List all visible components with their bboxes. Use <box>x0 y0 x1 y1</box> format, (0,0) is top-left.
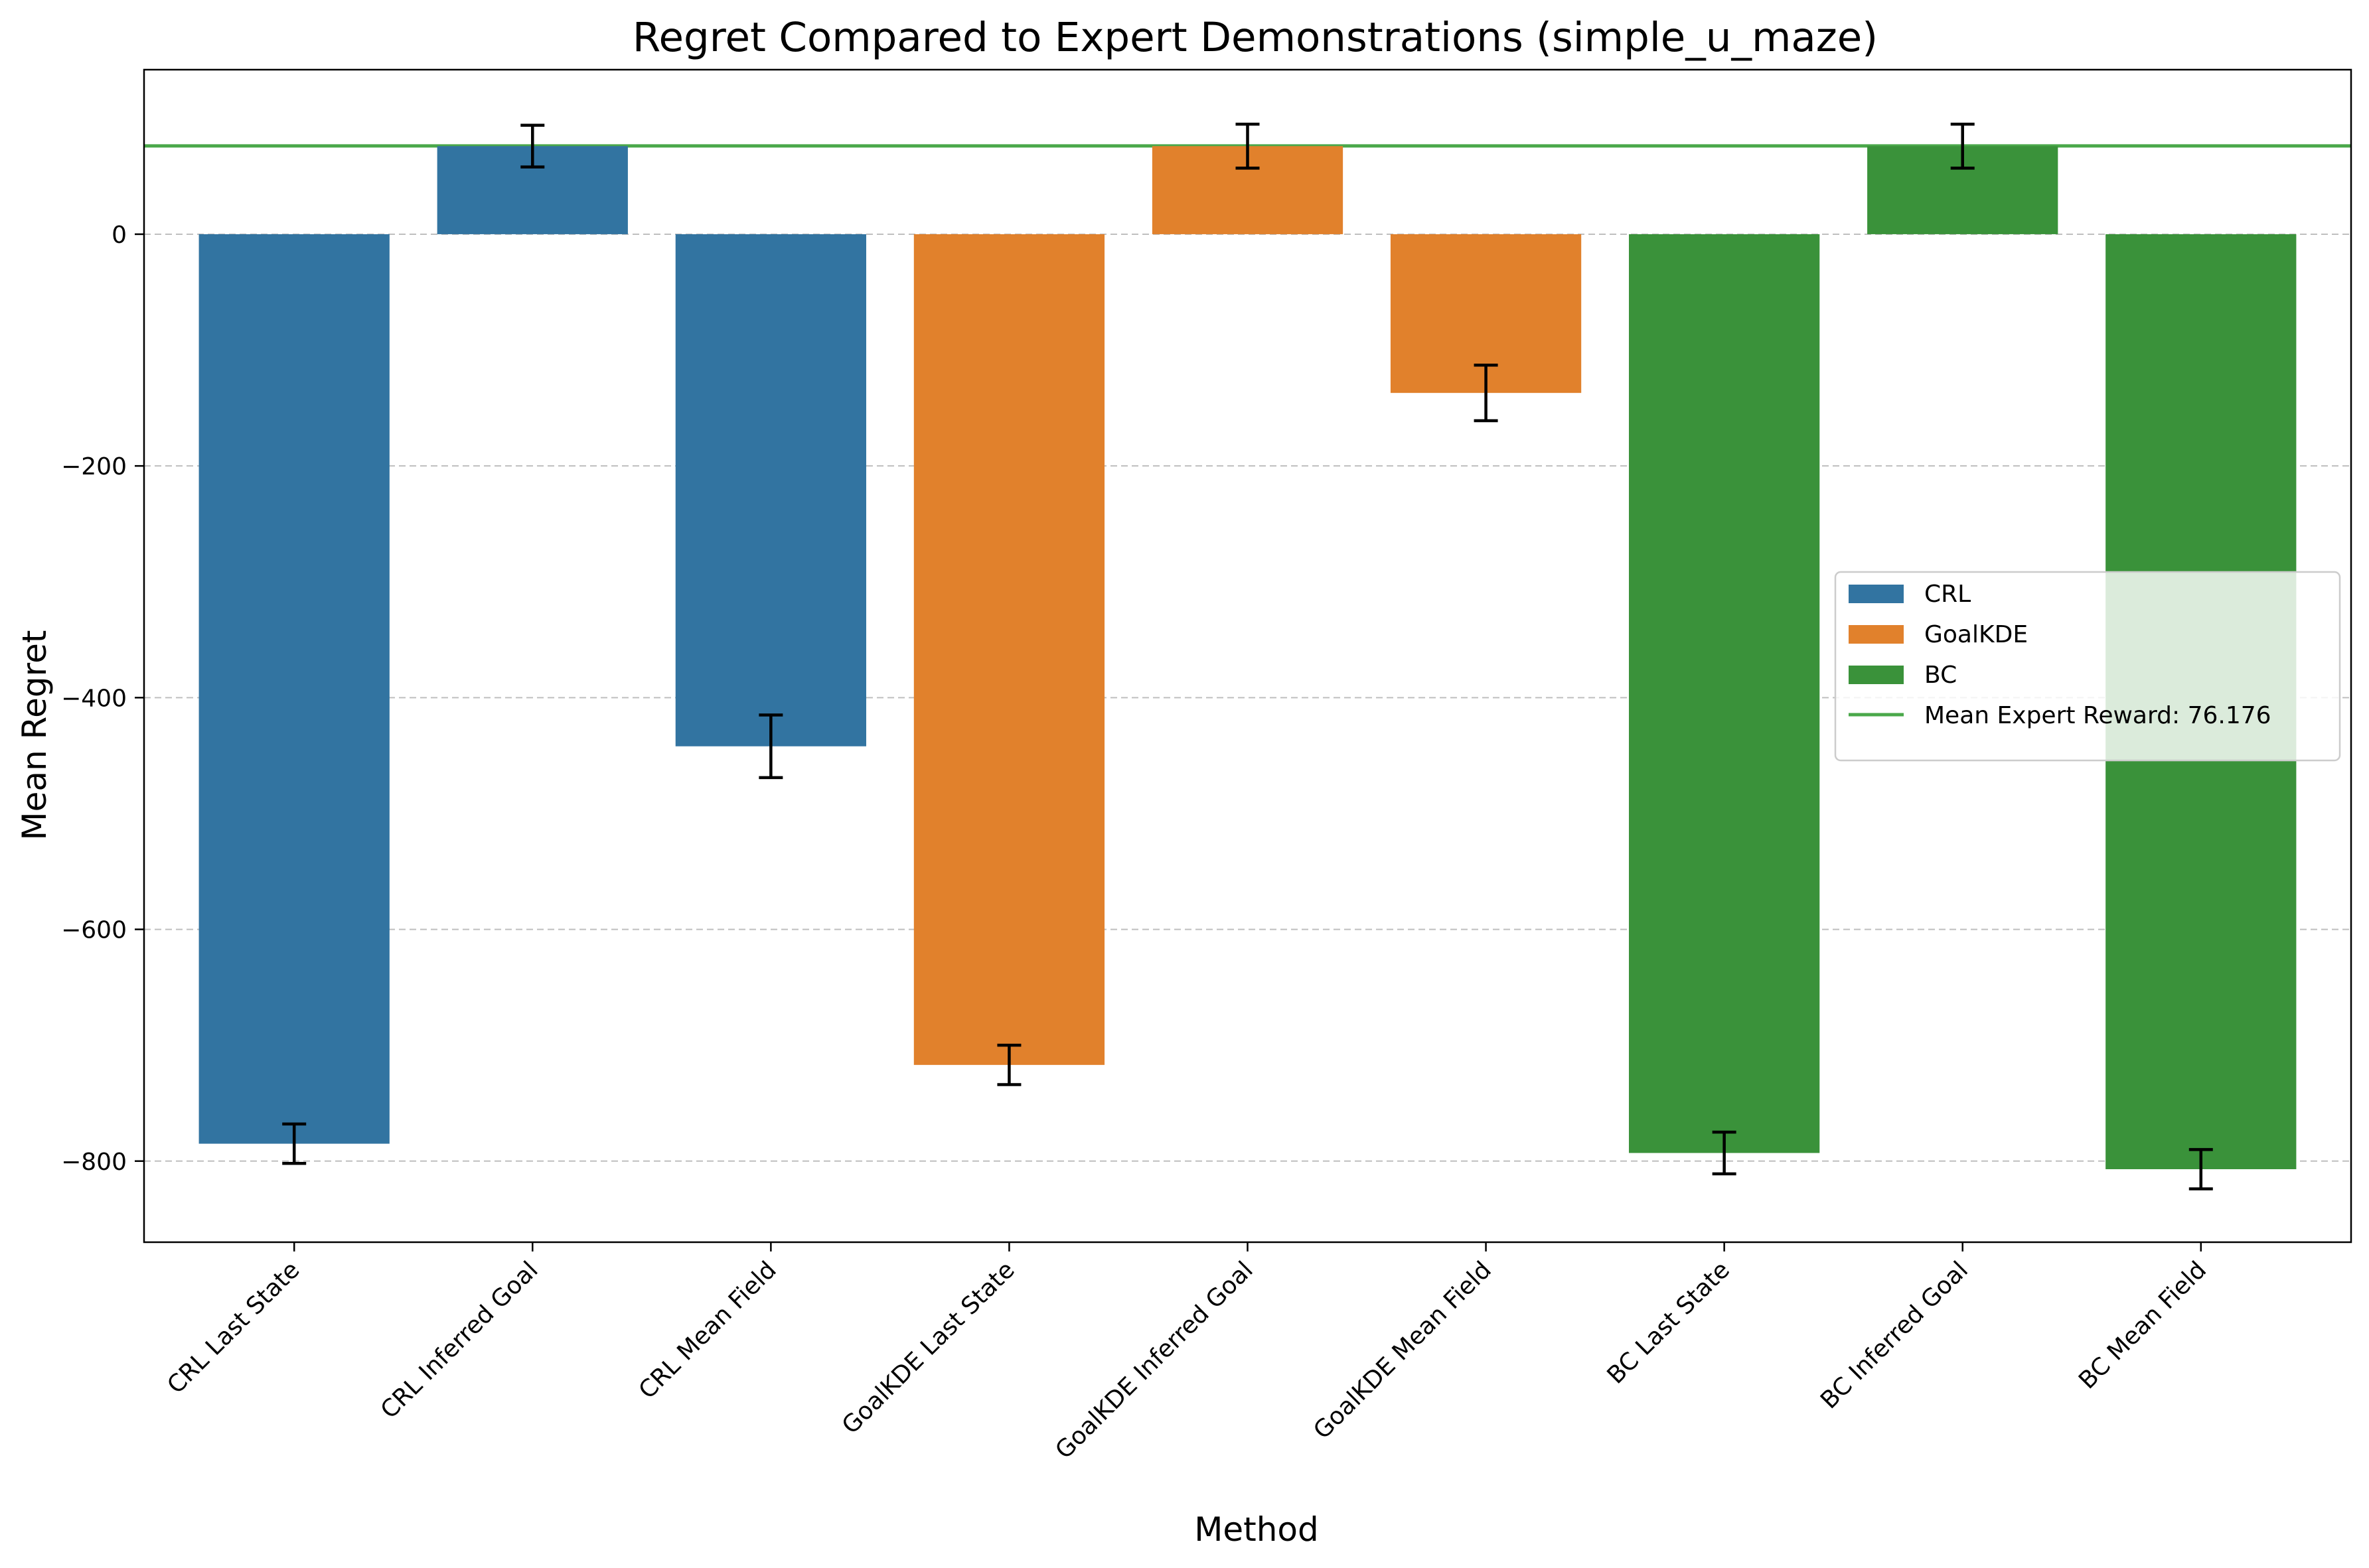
legend-label-goalkde: GoalKDE <box>1924 621 2028 648</box>
x-tick-label: BC Mean Field <box>2074 1256 2212 1394</box>
error-bar-crl-last-state <box>282 1122 307 1165</box>
y-tick-label: −800 <box>61 1149 127 1176</box>
y-axis: 0 −200 −400 −600 −800 <box>61 222 144 1176</box>
error-bar-goalkde-last-state <box>997 1043 1022 1086</box>
error-bar-goalkde-inferred-goal <box>1235 122 1260 170</box>
legend: CRL GoalKDE BC Mean Expert Reward: 76.176 <box>1834 571 2341 762</box>
x-tick-label: GoalKDE Mean Field <box>1308 1256 1497 1445</box>
bar-bc-last-state <box>1629 234 1820 1153</box>
error-bars <box>282 122 2213 1190</box>
x-tick-label: CRL Inferred Goal <box>376 1256 544 1424</box>
x-axis: CRL Last State CRL Inferred Goal CRL Mean … <box>162 1242 2212 1464</box>
x-tick-label: BC Last State <box>1602 1256 1735 1389</box>
legend-label-crl: CRL <box>1924 581 1971 608</box>
legend-swatch-goalkde <box>1849 625 1904 644</box>
x-tick-label: CRL Mean Field <box>634 1256 782 1404</box>
error-bar-bc-inferred-goal <box>1950 122 1975 170</box>
x-tick-label: CRL Last State <box>162 1256 305 1399</box>
legend-box <box>1834 571 2341 762</box>
chart-title: Regret Compared to Expert Demonstrations… <box>633 14 1878 61</box>
error-bar-bc-mean-field <box>2188 1148 2213 1190</box>
error-bar-crl-mean-field <box>759 713 783 780</box>
error-bar-goalkde-mean-field <box>1474 363 1498 423</box>
legend-label-bc: BC <box>1924 662 1957 689</box>
error-bar-crl-inferred-goal <box>520 123 545 169</box>
legend-swatch-crl <box>1849 585 1904 603</box>
legend-label-mean-expert-reward: Mean Expert Reward: 76.176 <box>1924 702 2271 729</box>
bar-goalkde-last-state <box>913 234 1105 1065</box>
y-tick-label: 0 <box>112 222 127 249</box>
bar-crl-mean-field <box>675 234 866 747</box>
error-bar-bc-last-state <box>1712 1130 1736 1176</box>
bars <box>198 146 2297 1169</box>
bar-crl-last-state <box>198 234 390 1144</box>
y-axis-label: Mean Regret <box>15 630 54 841</box>
y-tick-label: −600 <box>61 917 127 944</box>
y-tick-label: −200 <box>61 453 127 480</box>
x-tick-label: BC Inferred Goal <box>1815 1256 1973 1414</box>
x-axis-label: Method <box>1194 1510 1319 1549</box>
legend-swatch-bc <box>1849 666 1904 684</box>
x-tick-label: GoalKDE Last State <box>837 1256 1020 1439</box>
y-tick-label: −400 <box>61 685 127 712</box>
x-tick-label: GoalKDE Inferred Goal <box>1050 1256 1259 1464</box>
